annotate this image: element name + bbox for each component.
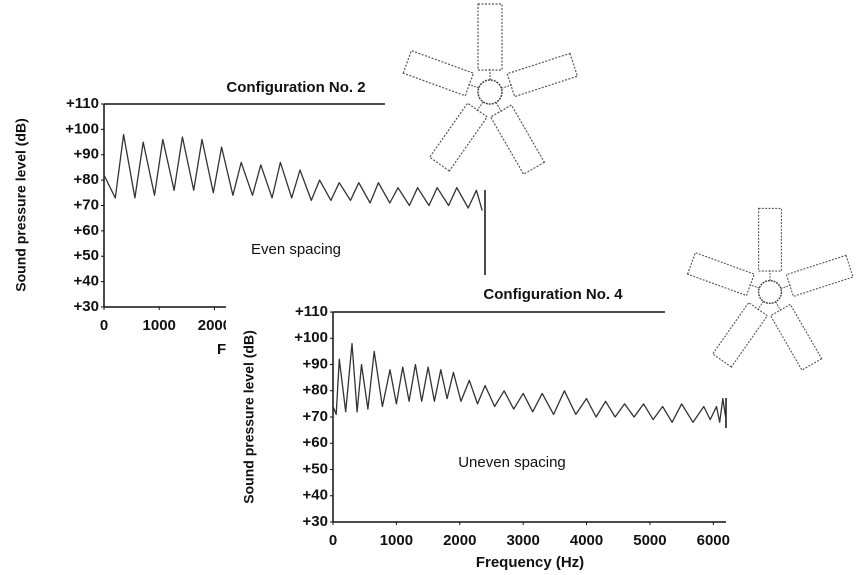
fan-illustration [402,3,579,176]
x-tick-label: 1000 [380,532,413,549]
y-tick-label: +110 [295,303,328,320]
x-tick-label: 1000 [143,317,176,334]
panel-background [226,283,746,575]
y-tick-label: +50 [303,460,328,477]
annotation: Even spacing [251,241,341,258]
y-tick-label: +110 [66,95,99,112]
fan-blade [769,303,823,371]
y-tick-label: +80 [74,171,99,188]
fan-blade [506,52,579,98]
y-tick-label: +30 [303,513,328,530]
fan-blade [428,102,489,172]
chart-title: Configuration No. 2 [226,79,365,96]
fan-blade [477,3,503,71]
x-tick-label: 3000 [506,532,539,549]
y-tick-label: +70 [74,196,99,213]
fan-illustration [686,207,854,371]
x-axis-label: Frequency (Hz) [476,554,584,571]
y-tick-label: +90 [303,355,328,372]
annotation: Uneven spacing [458,454,566,471]
fan-hub [757,279,783,305]
x-tick-label: 2000 [443,532,476,549]
spectrum-line [103,133,483,211]
y-tick-label: +70 [303,408,328,425]
chart-panel: +30 +40 +50 +60 +70 +80 +90 +100 +110 0 1000 2000 30… [226,283,746,575]
y-tick-label: +100 [65,120,99,137]
spectrum-line [332,342,727,423]
y-axis-label: Sound pressure level (dB) [13,118,29,291]
y-tick-label: +60 [303,434,328,451]
y-tick-label: +100 [294,329,328,346]
fan-hub [477,79,503,105]
fan-blade [402,49,475,97]
x-tick-label: 2000 [198,317,231,334]
y-tick-label: +50 [74,247,99,264]
y-tick-label: +80 [303,382,328,399]
x-tick-label: 0 [100,317,108,334]
y-tick-label: +40 [303,487,328,504]
x-tick-label: 6000 [697,532,730,549]
y-tick-label: +40 [74,273,99,290]
x-tick-label: 4000 [570,532,603,549]
fan-blade [785,254,854,298]
x-tick-label: 5000 [633,532,666,549]
fan-blade [489,104,546,176]
fan-blade [758,207,782,272]
y-tick-label: +90 [74,146,99,163]
y-axis-label: Sound pressure level (dB) [241,330,257,503]
y-tick-label: +30 [74,298,99,315]
x-tick-label: 0 [329,532,337,549]
chart-title: Configuration No. 4 [483,286,623,303]
y-tick-label: +60 [74,222,99,239]
